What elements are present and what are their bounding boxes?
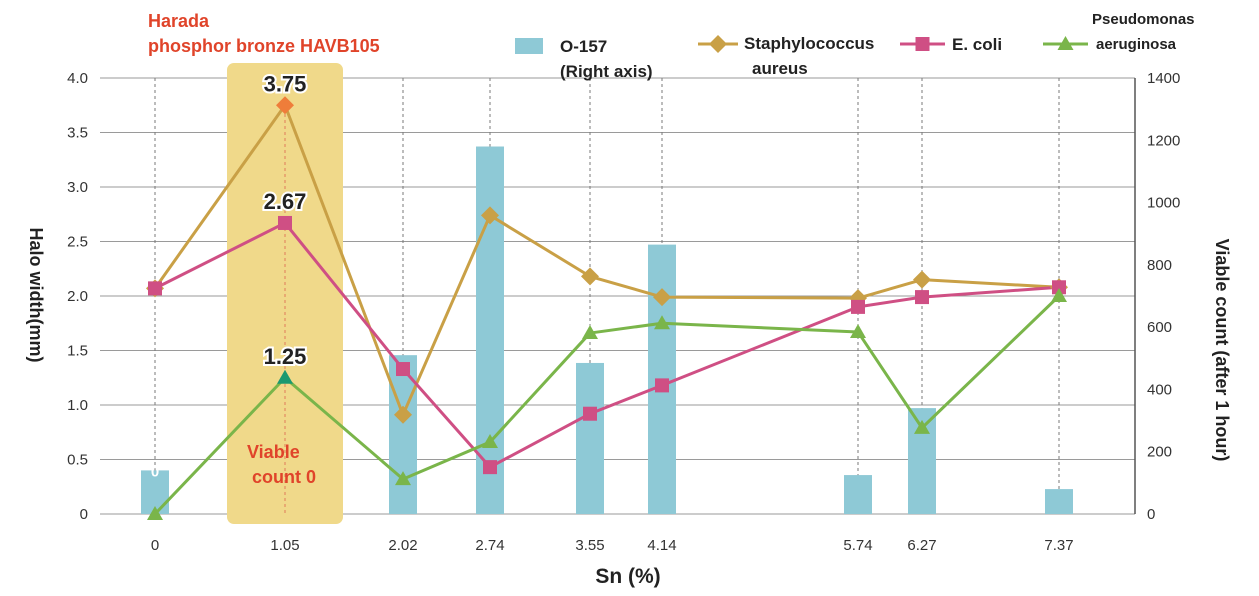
viable-count-note-line-2: count 0 xyxy=(252,467,316,487)
legend-label-3-line-1: Pseudomonas xyxy=(1092,11,1195,28)
square-marker xyxy=(583,406,597,421)
diamond-marker xyxy=(653,288,671,307)
y-left-tick-label: 2.0 xyxy=(67,288,88,305)
x-tick-label: 3.55 xyxy=(575,537,604,554)
y-left-tick-label: 3.5 xyxy=(67,125,88,142)
y-left-tick-label: 0.5 xyxy=(67,452,88,469)
triangle-marker xyxy=(147,506,163,520)
y-left-tick-label: 4.0 xyxy=(67,70,88,87)
x-axis-title: Sn (%) xyxy=(595,565,660,588)
y-left-axis-title: Halo width(mm) xyxy=(26,228,46,363)
y-left-tick-label: 1.0 xyxy=(67,397,88,414)
chart-title-line-2: phosphor bronze HAVB105 xyxy=(148,36,380,56)
legend-label-3-line-2: aeruginosa xyxy=(1096,36,1177,53)
y-right-tick-label: 1400 xyxy=(1147,70,1180,87)
square-marker xyxy=(483,460,497,475)
diamond-marker xyxy=(481,206,499,225)
viable-count-note-line-1: Viable xyxy=(247,442,300,462)
bar-o157 xyxy=(1045,489,1073,514)
legend-label-1-line-2: aureus xyxy=(752,59,808,78)
diamond-marker xyxy=(581,267,599,286)
y-right-tick-label: 600 xyxy=(1147,319,1172,336)
legend-label-o157-line-2: (Right axis) xyxy=(560,62,653,81)
square-marker xyxy=(148,281,162,296)
triangle-marker xyxy=(654,315,670,330)
y-right-tick-label: 0 xyxy=(1147,506,1155,523)
y-left-tick-label: 3.0 xyxy=(67,179,88,196)
square-marker xyxy=(915,290,929,305)
bar-o157 xyxy=(476,146,504,514)
bar-o157 xyxy=(844,475,872,514)
y-right-tick-label: 1200 xyxy=(1147,132,1180,149)
y-left-tick-label: 0 xyxy=(80,506,88,523)
triangle-marker xyxy=(1051,288,1067,302)
x-tick-label: 6.27 xyxy=(907,537,936,554)
bar-o157 xyxy=(576,362,604,514)
triangle-marker xyxy=(850,323,866,338)
diamond-marker xyxy=(276,96,294,115)
marker-group xyxy=(146,96,1068,520)
square-marker xyxy=(1052,280,1066,295)
legend-square-marker xyxy=(915,37,930,51)
y-right-axis-title: Viable count (after 1 hour) xyxy=(1212,239,1232,462)
square-marker xyxy=(396,362,410,377)
y-right-tick-label: 1000 xyxy=(1147,195,1180,212)
square-marker xyxy=(851,299,865,314)
x-tick-label: 2.02 xyxy=(388,537,417,554)
triangle-marker xyxy=(277,369,293,384)
legend-triangle-marker xyxy=(1057,36,1074,50)
triangle-marker xyxy=(582,325,598,340)
legend-label-1-line-1: Staphylococcus xyxy=(744,34,874,53)
legend-label-o157-line-1: O-157 xyxy=(560,37,607,56)
legend: Harada phosphor bronze HAVB105 O-157 (Right… xyxy=(148,11,1195,81)
data-label-2: 2.67 xyxy=(264,189,307,214)
legend-diamond-marker xyxy=(709,35,727,53)
square-marker xyxy=(278,215,292,230)
y-right-tick-label: 400 xyxy=(1147,381,1172,398)
x-tick-label: 0 xyxy=(151,537,159,554)
square-marker xyxy=(655,378,669,393)
legend-label-2-line-1: E. coli xyxy=(952,35,1002,54)
triangle-marker xyxy=(395,471,411,486)
diamond-marker xyxy=(913,270,931,289)
triangle-marker xyxy=(914,419,930,434)
data-label-3: 1.25 xyxy=(264,344,307,369)
data-label-1: 3.75 xyxy=(264,71,307,96)
y-right-tick-label: 200 xyxy=(1147,444,1172,461)
axes: 0 0.5 1.0 1.5 2.0 2.5 3.0 3.5 4.0 0 200 400 600 800 10… xyxy=(26,70,1232,588)
x-tick-label: 5.74 xyxy=(843,537,872,554)
y-right-tick-label: 800 xyxy=(1147,257,1172,274)
x-tick-label: 7.37 xyxy=(1044,537,1073,554)
x-tick-label: 1.05 xyxy=(270,537,299,554)
y-left-tick-label: 2.5 xyxy=(67,234,88,251)
y-left-tick-label: 1.5 xyxy=(67,343,88,360)
zero-value-label: 0 xyxy=(151,463,159,480)
chart-title-line-1: Harada xyxy=(148,11,210,31)
x-tick-label: 4.14 xyxy=(647,537,676,554)
legend-swatch-o157 xyxy=(515,38,543,54)
diamond-marker xyxy=(394,405,412,424)
label-group: 3.75 2.67 1.25 0 Viable count 0 xyxy=(151,69,316,487)
x-tick-label: 2.74 xyxy=(475,537,504,554)
triangle-marker xyxy=(482,434,498,449)
